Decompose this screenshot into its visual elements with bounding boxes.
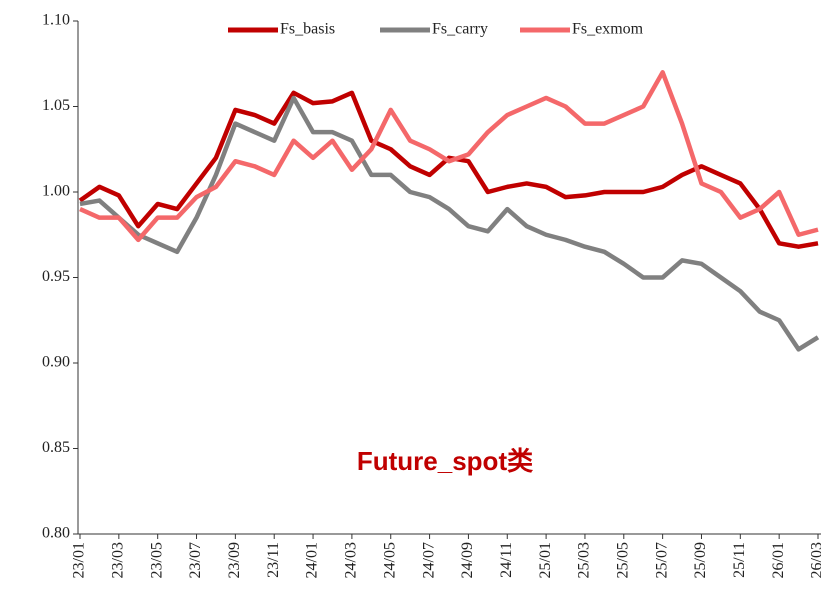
legend-label: Fs_basis xyxy=(280,21,335,38)
x-tick-label: 24/11 xyxy=(498,542,515,578)
x-tick-label: 23/07 xyxy=(187,542,204,578)
x-tick-label: 24/09 xyxy=(459,542,476,578)
x-tick-label: 24/03 xyxy=(343,542,360,578)
x-tick-label: 25/03 xyxy=(576,542,593,578)
series-line xyxy=(79,95,820,352)
y-tick-label: 0.95 xyxy=(42,268,70,285)
legend-label: Fs_carry xyxy=(432,21,488,38)
x-tick-label: 24/07 xyxy=(420,542,437,578)
x-tick-label: 25/07 xyxy=(653,542,670,578)
y-tick-label: 0.85 xyxy=(42,439,70,456)
y-tick-label: 0.80 xyxy=(42,525,70,542)
x-tick-label: 25/09 xyxy=(692,542,709,578)
x-tick-label: 26/03 xyxy=(809,542,821,578)
x-tick-label: 23/05 xyxy=(148,542,165,578)
x-tick-label: 23/09 xyxy=(226,542,243,578)
x-tick-label: 25/01 xyxy=(537,542,554,578)
y-tick-label: 0.90 xyxy=(42,354,70,371)
y-tick-label: 1.10 xyxy=(42,12,70,29)
x-tick-label: 24/01 xyxy=(304,542,321,578)
x-tick-label: 25/11 xyxy=(731,542,748,578)
x-tick-label: 26/01 xyxy=(770,542,787,578)
x-tick-label: 25/05 xyxy=(614,542,631,578)
x-tick-label: 24/05 xyxy=(381,542,398,578)
x-tick-label: 23/11 xyxy=(265,542,282,578)
legend-label: Fs_exmom xyxy=(572,21,644,38)
x-tick-label: 23/03 xyxy=(110,542,127,578)
annotation: Future_spot类 xyxy=(357,446,533,476)
y-tick-label: 1.05 xyxy=(42,97,70,114)
x-tick-label: 23/01 xyxy=(71,542,88,578)
y-tick-label: 1.00 xyxy=(42,183,70,200)
series-line xyxy=(79,70,819,243)
